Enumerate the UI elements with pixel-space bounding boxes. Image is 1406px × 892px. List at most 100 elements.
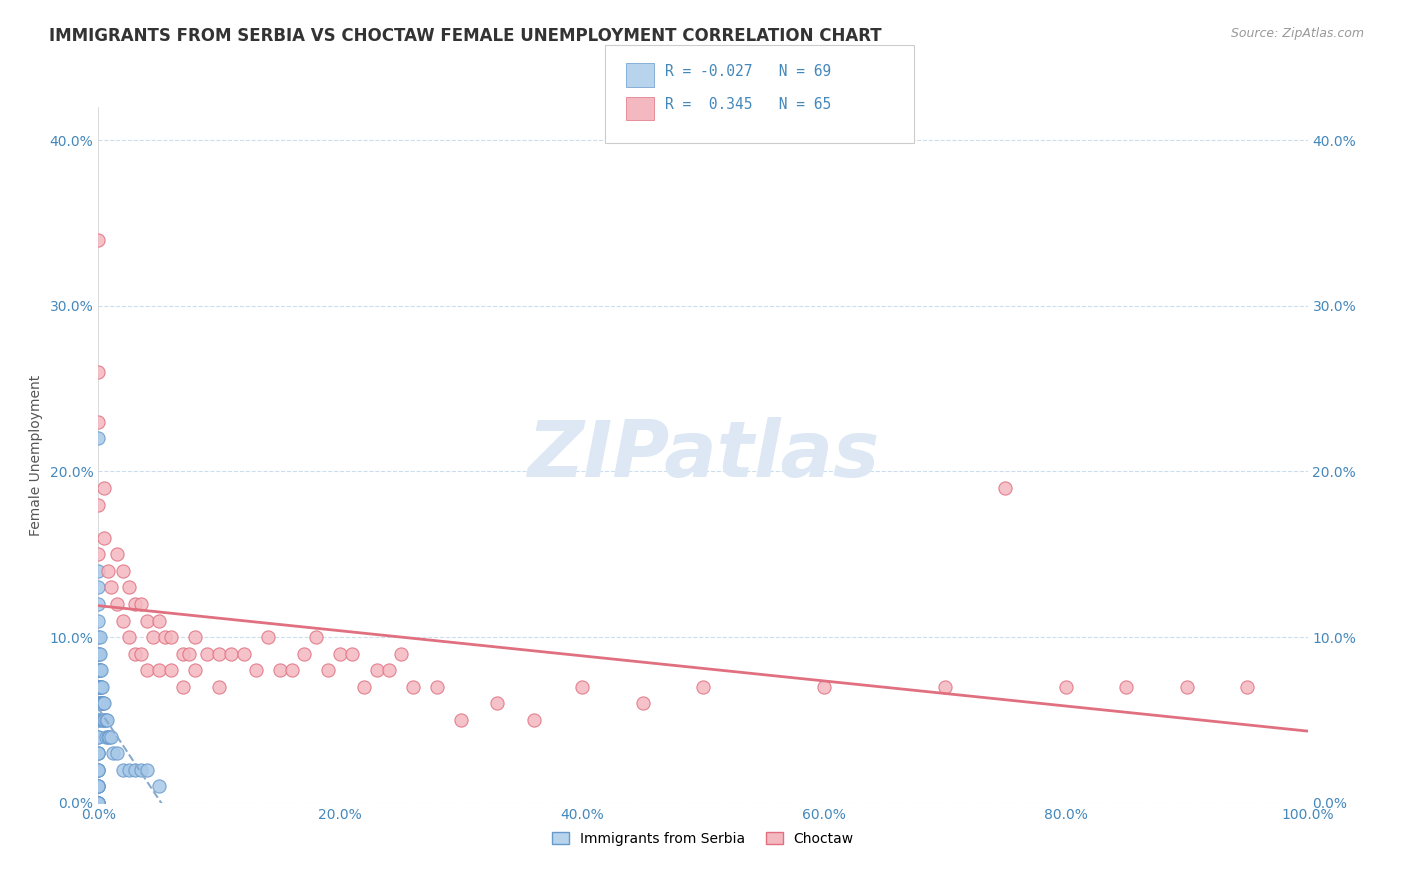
Point (994, 481, 1017, 495)
Point (87, 647, 110, 661)
Point (87, 597, 110, 611)
Point (221, 647, 243, 661)
Text: R =  0.345   N = 65: R = 0.345 N = 65 (665, 97, 831, 112)
Point (87, 431, 110, 445)
Point (135, 663, 157, 677)
Point (160, 630, 183, 644)
Point (98, 730, 121, 744)
Point (571, 680, 593, 694)
Point (87, 663, 110, 677)
Point (93, 481, 115, 495)
Point (148, 663, 170, 677)
Point (105, 547, 128, 561)
Point (87, 730, 110, 744)
Text: ZIPatlas: ZIPatlas (527, 417, 879, 493)
Point (91, 680, 114, 694)
Point (195, 647, 218, 661)
Point (148, 614, 170, 628)
Point (366, 663, 388, 677)
Point (100, 730, 122, 744)
Point (934, 680, 956, 694)
Point (1115, 680, 1137, 694)
Point (631, 697, 654, 711)
Point (124, 647, 146, 661)
Point (523, 713, 546, 727)
Point (91, 713, 114, 727)
Point (87, 779, 110, 793)
Point (87, 614, 110, 628)
Point (124, 597, 146, 611)
Point (87, 697, 110, 711)
Point (118, 581, 141, 595)
Point (90, 663, 112, 677)
Point (245, 663, 267, 677)
Y-axis label: Female Unemployment: Female Unemployment (28, 375, 42, 535)
Text: Source: ZipAtlas.com: Source: ZipAtlas.com (1230, 27, 1364, 40)
Point (184, 630, 207, 644)
Point (97, 564, 120, 578)
Point (90, 697, 112, 711)
Point (342, 647, 364, 661)
Point (179, 647, 201, 661)
Point (96, 713, 118, 727)
Point (87, 763, 110, 777)
Point (153, 630, 176, 644)
Point (87, 796, 110, 810)
Point (89, 663, 111, 677)
Point (172, 680, 194, 694)
Point (292, 647, 315, 661)
Point (377, 663, 399, 677)
Point (89, 663, 111, 677)
Point (269, 663, 291, 677)
Point (129, 597, 152, 611)
Point (87, 713, 110, 727)
Point (1175, 680, 1198, 694)
Point (93, 697, 115, 711)
Point (90, 680, 112, 694)
Point (87, 680, 110, 694)
Text: R = -0.027   N = 69: R = -0.027 N = 69 (665, 64, 831, 79)
Point (1054, 680, 1077, 694)
Point (87, 746, 110, 760)
Point (148, 779, 170, 793)
Point (87, 365, 110, 379)
Point (87, 547, 110, 561)
Point (91, 697, 114, 711)
Point (89, 647, 111, 661)
Point (111, 564, 134, 578)
Point (87, 796, 110, 810)
Point (87, 233, 110, 247)
Point (87, 779, 110, 793)
Point (124, 763, 146, 777)
Point (87, 680, 110, 694)
Point (87, 763, 110, 777)
Point (91, 697, 114, 711)
Point (93, 713, 115, 727)
Point (402, 680, 425, 694)
Point (135, 763, 157, 777)
Point (97, 730, 120, 744)
Point (208, 647, 231, 661)
Point (87, 697, 110, 711)
Point (87, 630, 110, 644)
Point (329, 647, 352, 661)
Point (813, 680, 835, 694)
Point (87, 647, 110, 661)
Point (111, 763, 134, 777)
Point (87, 713, 110, 727)
Point (87, 415, 110, 429)
Point (89, 680, 111, 694)
Point (89, 680, 111, 694)
Point (87, 796, 110, 810)
Point (87, 796, 110, 810)
Point (389, 647, 412, 661)
Point (91, 713, 114, 727)
Point (353, 680, 375, 694)
Point (692, 680, 714, 694)
Point (105, 597, 128, 611)
Legend: Immigrants from Serbia, Choctaw: Immigrants from Serbia, Choctaw (547, 826, 859, 852)
Point (111, 614, 134, 628)
Point (129, 647, 152, 661)
Point (91, 697, 114, 711)
Point (142, 630, 165, 644)
